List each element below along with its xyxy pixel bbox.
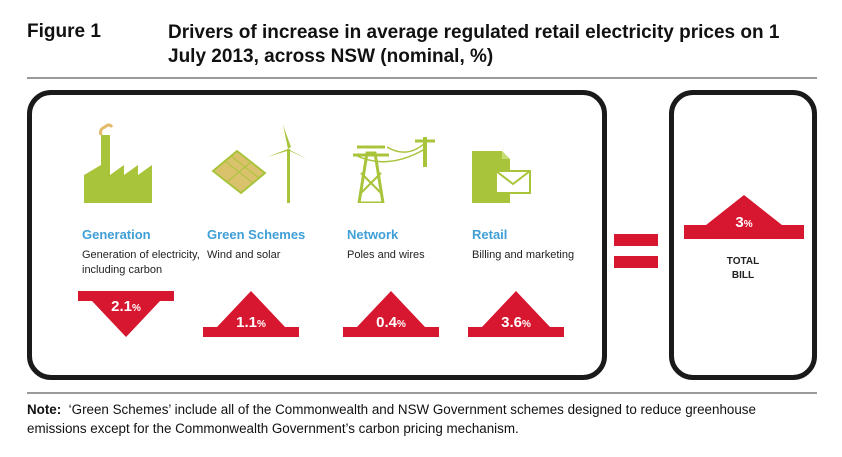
total-bill-label: TOTAL BILL (674, 255, 812, 283)
arrow-up-icon: 3.6% (468, 291, 564, 337)
total-value: 3 (735, 214, 743, 231)
driver-name: Network (347, 227, 399, 242)
driver-name: Green Schemes (207, 227, 306, 242)
driver-value: 3.6 (501, 314, 522, 331)
driver-name: Generation (82, 227, 151, 242)
total-unit: % (744, 219, 753, 230)
top-rule (27, 77, 817, 79)
svg-text:3%: 3% (735, 214, 752, 231)
arrow-up-icon: 0.4% (343, 291, 439, 337)
total-label-line1: TOTAL (726, 256, 760, 267)
driver-unit: % (522, 319, 531, 330)
driver-description: Wind and solar (207, 249, 281, 261)
bottom-rule (27, 392, 817, 394)
driver-unit: % (257, 319, 266, 330)
svg-text:1.1%: 1.1% (236, 314, 266, 331)
figure-note: Note: ‘Green Schemes’ include all of the… (27, 400, 817, 438)
svg-text:2.1%: 2.1% (111, 298, 141, 315)
driver-value: 1.1 (236, 314, 257, 331)
solar-wind-icon (211, 125, 307, 203)
arrow-down-icon: 2.1% (78, 291, 174, 337)
bill-envelope-icon (472, 151, 531, 203)
figure-title: Drivers of increase in average regulated… (168, 22, 780, 67)
total-label-line2: BILL (731, 270, 755, 281)
driver-description: Poles and wires (347, 249, 425, 261)
driver-value: 0.4 (376, 314, 398, 331)
svg-text:0.4%: 0.4% (376, 314, 406, 331)
driver-description: Billing and marketing (472, 249, 575, 261)
driver-unit: % (397, 319, 406, 330)
equals-icon (614, 234, 658, 268)
drivers-panel: Generation Generation of electricity, in… (27, 90, 607, 380)
arrow-up-icon: 1.1% (203, 291, 299, 337)
driver-unit: % (132, 303, 141, 314)
figure-label: Figure 1 (27, 21, 101, 42)
driver-name: Retail (472, 227, 508, 242)
note-text: ‘Green Schemes’ include all of the Commo… (27, 402, 756, 436)
note-label: Note: (27, 402, 62, 417)
factory-icon (84, 123, 152, 203)
driver-description: Generation of electricity, including car… (82, 249, 200, 276)
driver-value: 2.1 (111, 298, 132, 315)
power-pole-icon (353, 137, 435, 203)
svg-text:3.6%: 3.6% (501, 314, 531, 331)
arrow-up-icon: 3% (684, 195, 804, 239)
total-bill-panel: 3% TOTAL BILL (669, 90, 817, 380)
